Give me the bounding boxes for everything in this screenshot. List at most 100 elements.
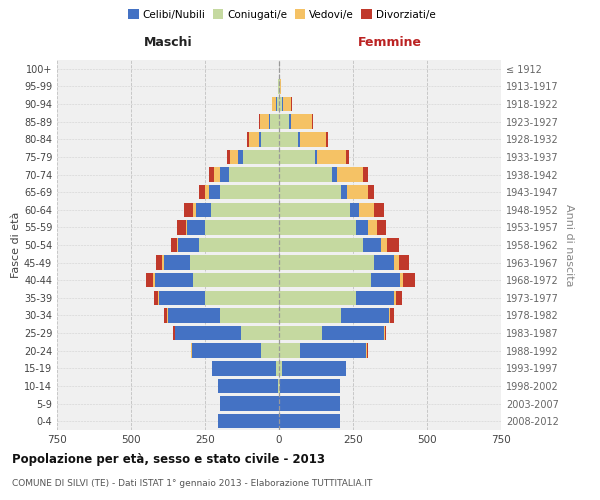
Bar bbox=[283, 97, 292, 112]
Bar bbox=[155, 273, 193, 287]
Bar bbox=[279, 396, 340, 411]
Bar bbox=[212, 361, 276, 376]
Bar bbox=[356, 290, 394, 305]
Text: COMUNE DI SILVI (TE) - Dati ISTAT 1° gennaio 2013 - Elaborazione TUTTITALIA.IT: COMUNE DI SILVI (TE) - Dati ISTAT 1° gen… bbox=[12, 479, 373, 488]
Bar bbox=[199, 185, 205, 200]
Bar bbox=[279, 132, 298, 146]
Bar bbox=[279, 238, 364, 252]
Bar bbox=[326, 132, 328, 146]
Bar bbox=[164, 308, 167, 322]
Bar bbox=[374, 202, 384, 217]
Bar bbox=[368, 220, 377, 234]
Bar bbox=[279, 273, 371, 287]
Bar bbox=[168, 308, 220, 322]
Bar bbox=[364, 238, 381, 252]
Bar bbox=[159, 290, 205, 305]
Bar bbox=[399, 256, 409, 270]
Bar bbox=[377, 220, 386, 234]
Bar bbox=[269, 114, 270, 129]
Bar bbox=[279, 114, 289, 129]
Bar bbox=[280, 79, 281, 94]
Bar bbox=[356, 220, 368, 234]
Bar bbox=[259, 132, 261, 146]
Bar bbox=[187, 220, 205, 234]
Bar bbox=[186, 220, 187, 234]
Bar bbox=[337, 168, 364, 181]
Bar bbox=[261, 132, 279, 146]
Bar bbox=[385, 326, 386, 340]
Bar bbox=[350, 202, 359, 217]
Bar bbox=[298, 132, 300, 146]
Bar bbox=[205, 185, 209, 200]
Bar bbox=[279, 326, 322, 340]
Bar bbox=[173, 326, 175, 340]
Bar bbox=[317, 150, 346, 164]
Bar bbox=[247, 132, 248, 146]
Bar bbox=[279, 361, 282, 376]
Bar bbox=[279, 290, 356, 305]
Bar bbox=[171, 238, 177, 252]
Text: Femmine: Femmine bbox=[358, 36, 422, 50]
Bar bbox=[279, 168, 332, 181]
Bar bbox=[322, 326, 384, 340]
Bar bbox=[396, 290, 402, 305]
Bar bbox=[374, 256, 394, 270]
Text: Popolazione per età, sesso e stato civile - 2013: Popolazione per età, sesso e stato civil… bbox=[12, 452, 325, 466]
Bar bbox=[291, 114, 311, 129]
Bar bbox=[158, 290, 159, 305]
Bar bbox=[400, 273, 403, 287]
Bar bbox=[368, 185, 374, 200]
Bar bbox=[279, 256, 374, 270]
Bar bbox=[341, 185, 347, 200]
Bar bbox=[279, 97, 282, 112]
Y-axis label: Fasce di età: Fasce di età bbox=[11, 212, 21, 278]
Bar bbox=[261, 344, 279, 358]
Bar bbox=[211, 202, 279, 217]
Bar bbox=[230, 150, 238, 164]
Bar bbox=[184, 202, 193, 217]
Bar bbox=[178, 238, 199, 252]
Bar bbox=[238, 150, 244, 164]
Bar bbox=[241, 326, 279, 340]
Bar bbox=[390, 308, 394, 322]
Bar bbox=[229, 168, 279, 181]
Bar bbox=[381, 238, 387, 252]
Bar bbox=[341, 308, 389, 322]
Bar bbox=[300, 344, 367, 358]
Bar bbox=[300, 132, 326, 146]
Bar bbox=[279, 414, 340, 428]
Bar bbox=[177, 238, 178, 252]
Bar bbox=[190, 256, 279, 270]
Bar bbox=[154, 290, 158, 305]
Bar bbox=[260, 114, 269, 129]
Bar bbox=[220, 185, 279, 200]
Bar bbox=[218, 378, 278, 393]
Bar bbox=[214, 168, 220, 181]
Bar bbox=[193, 202, 196, 217]
Bar bbox=[311, 114, 313, 129]
Bar bbox=[177, 220, 186, 234]
Y-axis label: Anni di nascita: Anni di nascita bbox=[564, 204, 574, 286]
Bar bbox=[276, 361, 279, 376]
Bar bbox=[371, 273, 400, 287]
Bar bbox=[220, 308, 279, 322]
Bar bbox=[272, 97, 276, 112]
Bar bbox=[279, 185, 341, 200]
Bar bbox=[387, 238, 399, 252]
Bar bbox=[162, 256, 164, 270]
Bar bbox=[220, 396, 279, 411]
Bar bbox=[191, 344, 261, 358]
Bar bbox=[332, 168, 337, 181]
Bar bbox=[277, 97, 279, 112]
Bar bbox=[270, 114, 279, 129]
Bar bbox=[209, 185, 220, 200]
Bar bbox=[279, 308, 341, 322]
Bar bbox=[209, 168, 214, 181]
Bar bbox=[218, 414, 279, 428]
Bar bbox=[279, 344, 300, 358]
Bar bbox=[164, 256, 190, 270]
Bar bbox=[175, 326, 241, 340]
Bar bbox=[364, 168, 368, 181]
Bar bbox=[279, 202, 350, 217]
Bar bbox=[403, 273, 415, 287]
